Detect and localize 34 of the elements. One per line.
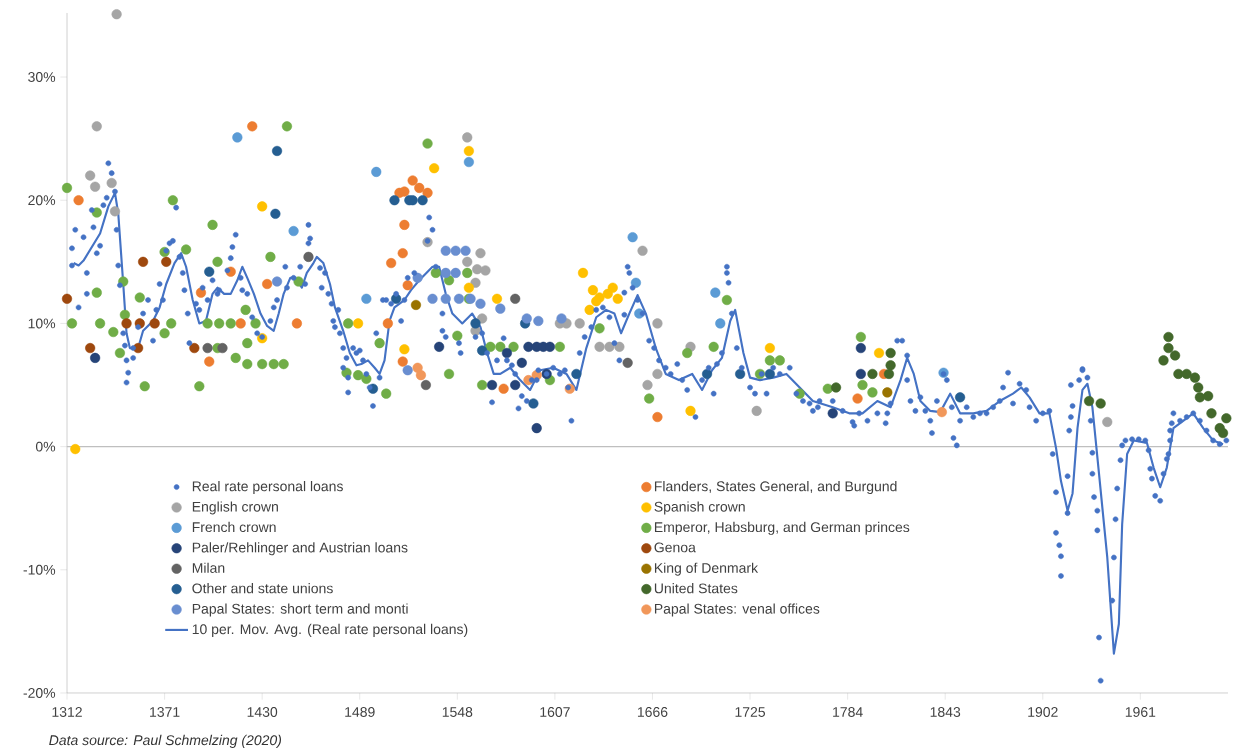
y-tick-label: -20% bbox=[23, 688, 56, 698]
x-tick-label: 1666 bbox=[637, 707, 668, 717]
legend-label: King of Denmark bbox=[654, 562, 759, 576]
x-tick-label: 1548 bbox=[442, 707, 473, 717]
legend-label: Paler/Rehlinger and Austrian loans bbox=[192, 542, 408, 556]
x-tick-label: 1843 bbox=[930, 707, 961, 717]
legend-label: Real rate personal loans bbox=[192, 480, 343, 495]
legend-label: Genoa bbox=[654, 542, 696, 553]
x-tick-label: 1784 bbox=[833, 707, 863, 717]
y-tick-label: 10% bbox=[28, 318, 56, 329]
legend-label: Milan bbox=[192, 562, 225, 573]
legend-label: French crown bbox=[192, 521, 276, 533]
legend-label: Papal States: venal offices bbox=[654, 603, 820, 617]
y-tick-label: 30% bbox=[28, 72, 56, 83]
x-tick-label: 1312 bbox=[52, 707, 82, 717]
legend-label: Emperor, Habsburg, and German princes bbox=[654, 521, 910, 535]
x-tick-label: 1607 bbox=[540, 707, 570, 717]
legend-label: Papal States: short term and monti bbox=[192, 603, 408, 617]
legend-label: 10 per. Mov. Avg. (Real rate personal loans) bbox=[192, 623, 468, 637]
y-tick-label: 20% bbox=[28, 195, 56, 206]
source-note: Data source: Paul Schmelzing (2020) bbox=[49, 734, 282, 748]
legend-label: English crown bbox=[192, 501, 278, 515]
legend-label: Other and state unions bbox=[192, 583, 333, 594]
y-tick-label: 0% bbox=[35, 441, 56, 452]
x-tick-label: 1430 bbox=[247, 707, 278, 717]
x-tick-label: 1961 bbox=[1125, 707, 1156, 717]
x-tick-label: 1725 bbox=[735, 707, 766, 717]
legend-label: Spanish crown bbox=[654, 501, 745, 515]
x-tick-label: 1489 bbox=[345, 707, 375, 717]
legend-label: Flanders, States General, and Burgund bbox=[654, 480, 897, 495]
x-tick-label: 1902 bbox=[1028, 707, 1058, 717]
legend-label: United States bbox=[654, 583, 738, 594]
x-tick-label: 1371 bbox=[150, 707, 180, 717]
y-tick-label: -10% bbox=[23, 564, 56, 575]
